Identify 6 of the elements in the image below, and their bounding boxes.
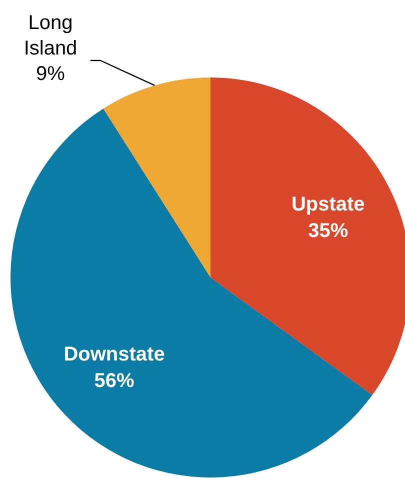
slice-label: Upstate [291,193,365,216]
data-label: 56% [94,370,135,392]
data-label: 9% [36,62,66,85]
data-label: 35% [308,220,348,242]
slice-label: Long Island [24,12,78,60]
slice-label: Downstate [64,344,165,366]
